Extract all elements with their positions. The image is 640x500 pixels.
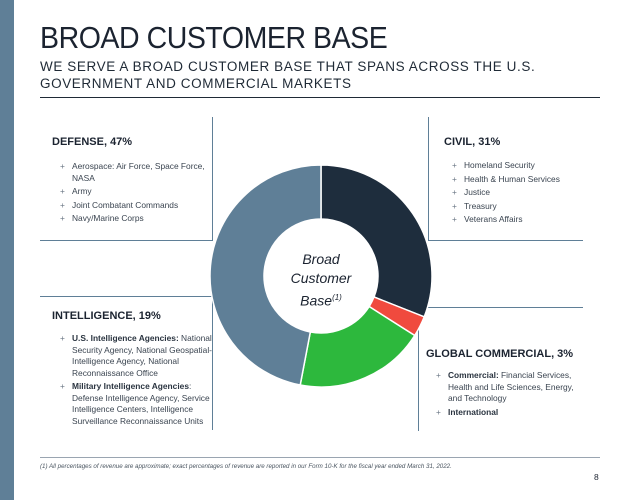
defense-panel-right-line	[212, 117, 213, 241]
defense-title: DEFENSE, 47%	[52, 136, 133, 148]
global-commercial-title: GLOBAL COMMERCIAL, 3%	[426, 348, 574, 360]
civil-panel-left-line	[428, 117, 429, 241]
civil-list-item: + Veterans Affairs	[450, 214, 590, 226]
page-number: 8	[594, 472, 599, 482]
slide-side-accent-bar	[0, 0, 14, 500]
global-commercial-item-list: + Commercial: Financial Services, Health …	[434, 370, 584, 420]
plus-bullet-icon: +	[452, 214, 457, 224]
intelligence-title: INTELLIGENCE, 19%	[52, 310, 161, 322]
slide-title: BROAD CUSTOMER BASE	[40, 20, 388, 55]
list-item-text: Health & Human Services	[464, 173, 560, 184]
civil-title: CIVIL, 31%	[444, 136, 501, 148]
civil-list-item: + Health & Human Services	[450, 174, 590, 186]
list-item-label: U.S. Intelligence Agencies:	[72, 333, 179, 343]
slide-subtitle: WE SERVE A BROAD CUSTOMER BASE THAT SPAN…	[40, 59, 536, 91]
plus-bullet-icon: +	[60, 381, 65, 391]
global-commercial-list-item: + International	[434, 407, 584, 419]
defense-list-item: + Navy/Marine Corps	[58, 213, 208, 225]
center-label-base: Base	[300, 292, 333, 309]
list-item-label: Commercial:	[448, 370, 499, 380]
civil-list-item: + Homeland Security	[450, 160, 590, 172]
footnote-divider	[40, 457, 600, 458]
defense-list-item: + Army	[58, 186, 208, 198]
list-item-label: International	[448, 406, 499, 417]
global-commercial-panel-top-line	[418, 307, 583, 308]
center-label-line-1: Broad	[302, 251, 340, 267]
footnote: (1) All percentages of revenue are appro…	[40, 463, 452, 470]
list-item-text: Treasury	[464, 200, 497, 211]
list-item-text: Financial Services, Health and Life Scie…	[448, 370, 574, 403]
list-item-text: Justice	[464, 187, 491, 197]
plus-bullet-icon: +	[60, 333, 65, 343]
plus-bullet-icon: +	[436, 406, 441, 417]
donut-slice-intelligence	[299, 305, 416, 388]
list-item-text: Veterans Affairs	[464, 214, 523, 224]
defense-list-item: + Joint Combatant Commands	[58, 200, 208, 212]
list-item-text: Homeland Security	[464, 160, 535, 170]
intelligence-list-item: + U.S. Intelligence Agencies: National Se…	[58, 333, 218, 379]
plus-bullet-icon: +	[436, 370, 441, 380]
list-item-text: Aerospace: Air Force, Space Force, NASA	[72, 161, 205, 183]
plus-bullet-icon: +	[452, 200, 457, 211]
plus-bullet-icon: +	[60, 186, 65, 196]
global-commercial-list-item: + Commercial: Financial Services, Health …	[434, 370, 584, 405]
plus-bullet-icon: +	[452, 173, 457, 184]
civil-list-item: + Treasury	[450, 201, 590, 213]
list-item-text: Army	[72, 186, 92, 196]
civil-item-list: + Homeland Security + Health & Human Servic…	[450, 160, 590, 228]
plus-bullet-icon: +	[60, 213, 65, 223]
defense-item-list: + Aerospace: Air Force, Space Force, NASA…	[58, 161, 208, 227]
list-item-label: Military Intelligence Agencies	[72, 381, 189, 391]
title-divider	[40, 97, 600, 98]
plus-bullet-icon: +	[452, 187, 457, 197]
intelligence-item-list: + U.S. Intelligence Agencies: National Se…	[58, 333, 218, 429]
defense-panel-bottom-line	[40, 240, 213, 241]
plus-bullet-icon: +	[60, 199, 65, 210]
donut-slice-defense	[209, 164, 322, 386]
civil-panel-bottom-line	[428, 240, 583, 241]
defense-list-item: + Aerospace: Air Force, Space Force, NASA	[58, 161, 208, 184]
list-item-text: : Defense Intelligence Agency, Service I…	[72, 381, 210, 426]
plus-bullet-icon: +	[452, 160, 457, 170]
list-item-text: National Security Agency, National Geosp…	[72, 333, 212, 378]
center-label-footnote-marker: (1)	[332, 293, 342, 302]
list-item-text: Navy/Marine Corps	[72, 213, 144, 223]
civil-list-item: + Justice	[450, 187, 590, 199]
plus-bullet-icon: +	[60, 161, 65, 171]
intelligence-panel-right-line	[212, 296, 213, 430]
donut-slice-civil	[320, 164, 433, 318]
donut-center-label: Broad Customer Base(1)	[271, 250, 371, 311]
intelligence-list-item: + Military Intelligence Agencies: Defense…	[58, 381, 218, 427]
list-item-text: Joint Combatant Commands	[72, 199, 179, 210]
global-commercial-panel-left-line	[418, 307, 419, 431]
intelligence-panel-top-line	[40, 296, 213, 297]
center-label-line-2: Customer	[290, 270, 352, 286]
center-label-line-3: Base(1)	[271, 288, 371, 311]
